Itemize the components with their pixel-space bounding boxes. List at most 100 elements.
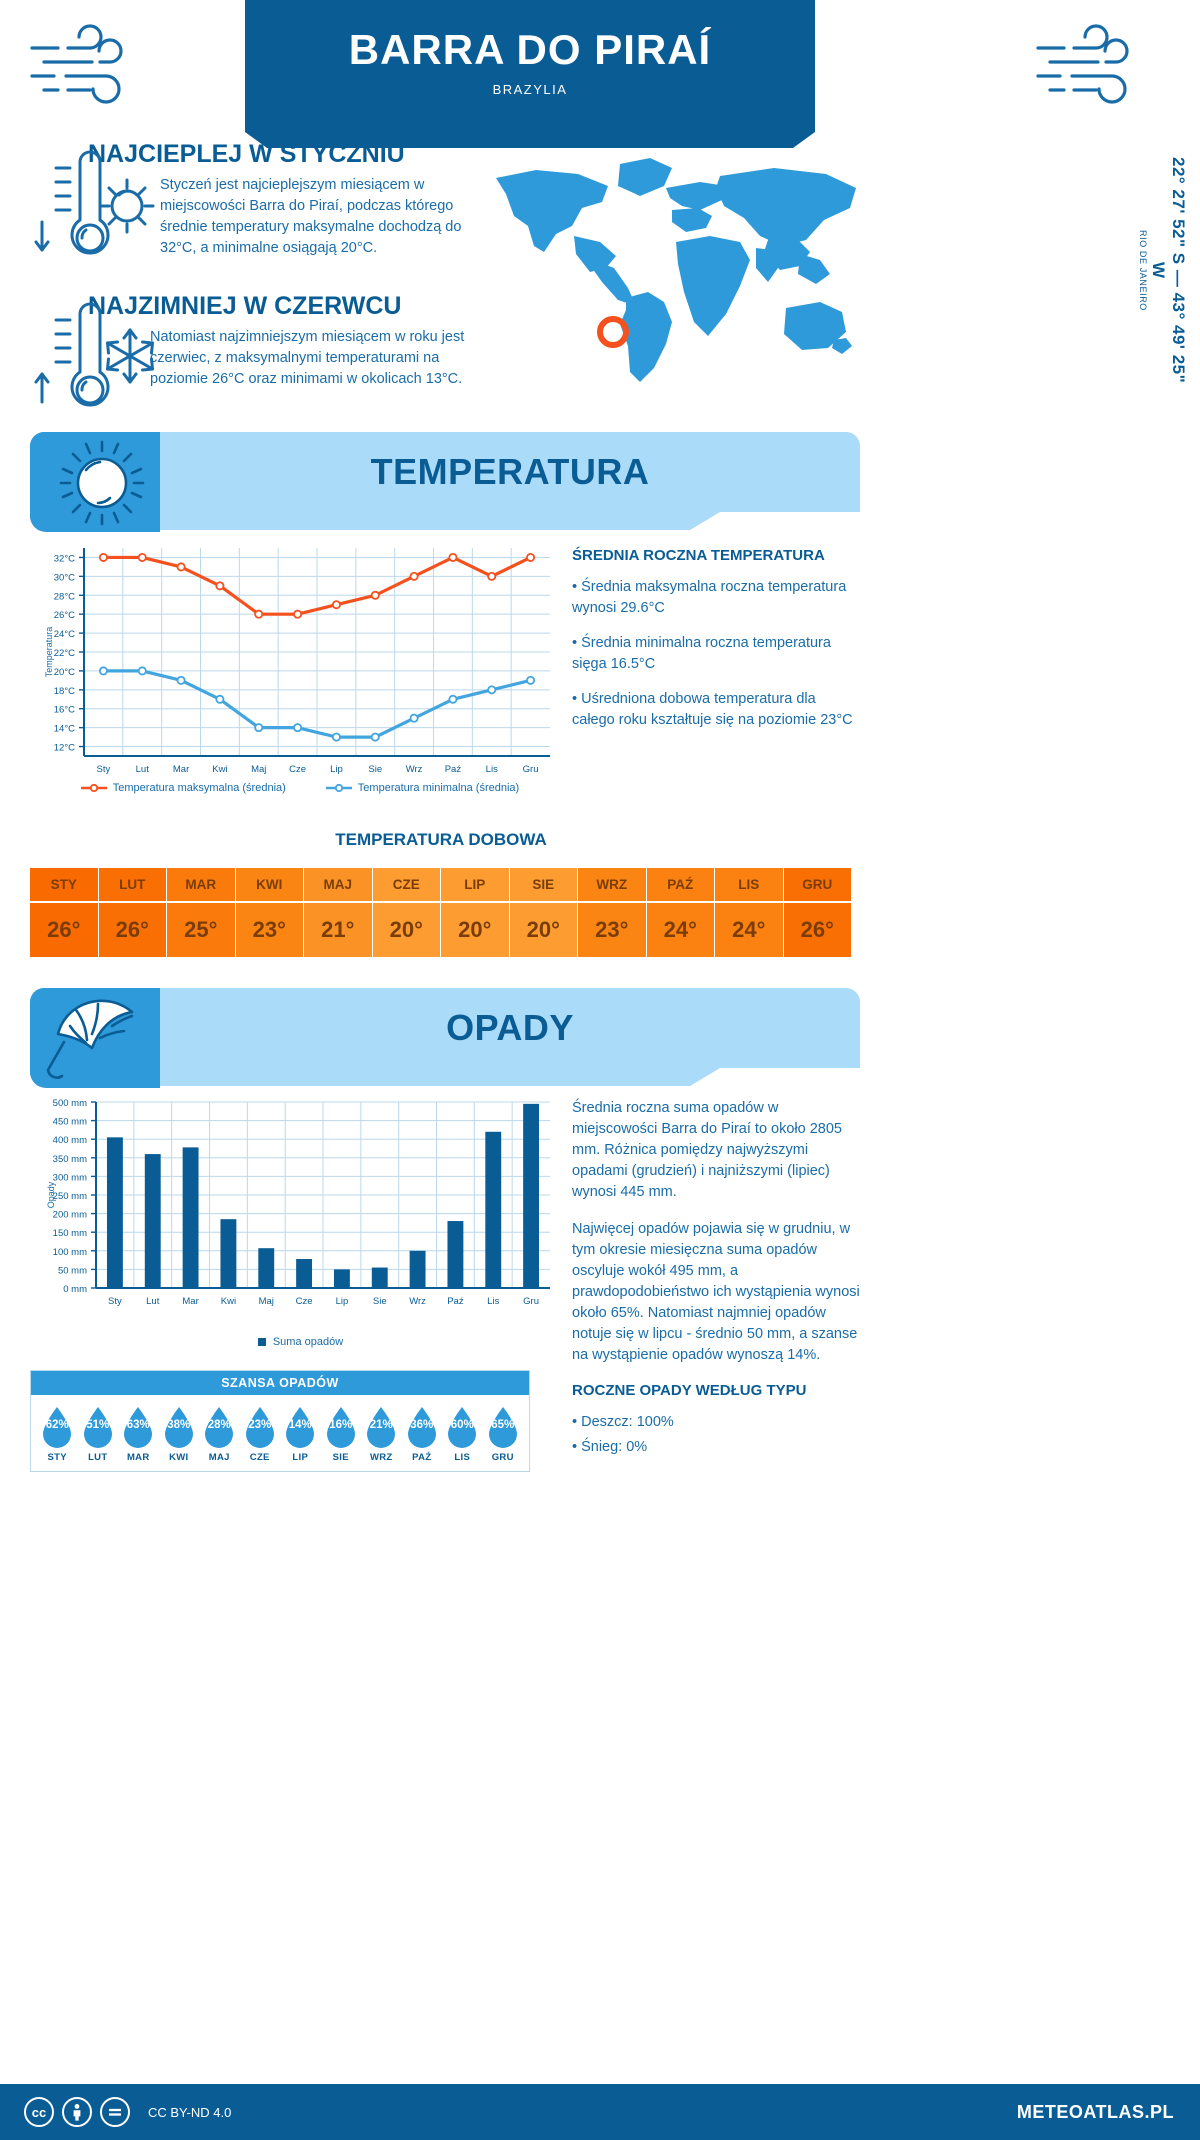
water-drop-icon: 38%	[161, 1405, 197, 1449]
svg-text:Cze: Cze	[289, 764, 306, 775]
water-drop-icon: 60%	[444, 1405, 480, 1449]
svg-text:Lip: Lip	[336, 1296, 349, 1307]
svg-text:Sie: Sie	[373, 1296, 387, 1307]
svg-text:100 mm: 100 mm	[53, 1247, 87, 1258]
page-header: BARRA DO PIRAÍ BRAZYLIA	[0, 0, 1200, 140]
svg-text:18°C: 18°C	[54, 686, 75, 697]
svg-text:Maj: Maj	[259, 1296, 274, 1307]
chance-cell: 62% STY	[37, 1405, 78, 1463]
chance-value: 60%	[450, 1419, 474, 1431]
banner-background	[30, 988, 860, 1068]
header-banner	[245, 0, 815, 132]
table-header-cell: LIP	[441, 868, 510, 901]
page-subtitle: BRAZYLIA	[492, 82, 568, 97]
table-header-cell: WRZ	[578, 868, 647, 901]
chance-month-label: LUT	[88, 1452, 108, 1463]
chance-value: 65%	[491, 1419, 515, 1431]
chance-month-label: GRU	[491, 1452, 514, 1463]
temperature-chart: 12°C 14°C 16°C 18°C 20°C 22°C 24°C 26°C 28°C 30°C…	[40, 538, 560, 808]
summary-item: • Średnia maksymalna roczna temperatura …	[572, 578, 847, 616]
water-drop-icon: 51%	[80, 1405, 116, 1449]
table-header-cell: LIS	[715, 868, 784, 901]
chance-value: 51%	[86, 1419, 110, 1431]
chance-month-label: STY	[47, 1452, 67, 1463]
precipitation-chart: 0 mm 50 mm 100 mm 150 mm 200 mm 250 mm 300 mm 3…	[40, 1092, 560, 1332]
svg-text:300 mm: 300 mm	[53, 1172, 87, 1183]
chance-of-rain-title: SZANSA OPADÓW	[31, 1371, 529, 1395]
chance-month-label: MAR	[126, 1452, 150, 1463]
precipitation-banner: OPADY	[0, 988, 1200, 1088]
svg-text:Maj: Maj	[251, 764, 266, 775]
table-header-cell: MAJ	[304, 868, 373, 901]
precipitation-types: ROCZNE OPADY WEDŁUG TYPU • Deszcz: 100% …	[572, 1380, 862, 1458]
svg-text:400 mm: 400 mm	[53, 1135, 87, 1146]
svg-text:350 mm: 350 mm	[53, 1154, 87, 1165]
water-drop-icon: 65%	[485, 1405, 521, 1449]
svg-text:30°C: 30°C	[54, 572, 75, 583]
thermometer-snowflake-icon	[30, 298, 154, 418]
chance-month-label: MAJ	[208, 1452, 230, 1463]
precipitation-type-item: • Deszcz: 100%	[572, 1413, 674, 1430]
svg-text:16°C: 16°C	[54, 705, 75, 716]
chance-month-label: CZE	[249, 1452, 270, 1463]
table-value-cell: 24°	[646, 901, 715, 957]
svg-text:Kwi: Kwi	[221, 1296, 236, 1307]
legend-item-precip: Suma opadów	[257, 1336, 343, 1348]
page-footer: cc CC BY-ND 4.0 METEOATLAS.PL	[0, 2084, 1200, 2140]
table-header-cell: GRU	[783, 868, 852, 901]
chance-cell: 21% WRZ	[361, 1405, 402, 1463]
table-value-row: 26° 26° 25° 23° 21° 20° 20° 20° 23° 24° 24° 26°	[30, 901, 852, 957]
chance-of-rain-box: SZANSA OPADÓW 62% STY 51% LUT 63% MAR 38% KWI 28…	[30, 1370, 530, 1472]
legend-label: Temperatura maksymalna (średnia)	[112, 782, 286, 794]
table-value-cell: 21°	[304, 901, 373, 957]
license-area: cc CC BY-ND 4.0	[24, 2097, 231, 2127]
chance-value: 36%	[410, 1419, 434, 1431]
coldest-month-text: Natomiast najzimniejszym miesiącem w rok…	[150, 329, 465, 388]
precipitation-type-item: • Śnieg: 0%	[572, 1438, 648, 1455]
table-value-cell: 25°	[167, 901, 236, 957]
sun-icon	[48, 438, 156, 533]
coldest-month-block: NAJZIMNIEJ W CZERWCU Natomiast najzimnie…	[30, 292, 490, 422]
svg-text:Lut: Lut	[136, 764, 150, 775]
coordinates: 22° 27' 52" S — 43° 49' 25" W RIO DE JAN…	[1138, 150, 1188, 390]
table-header-cell: LUT	[98, 868, 167, 901]
table-header-cell: PAŹ	[646, 868, 715, 901]
table-header-cell: CZE	[372, 868, 441, 901]
daily-temperature-table: STY LUT MAR KWI MAJ CZE LIP SIE WRZ PAŹ LIS GRU 26°…	[30, 868, 852, 957]
svg-text:Lut: Lut	[146, 1296, 160, 1307]
legend-label: Suma opadów	[272, 1336, 344, 1348]
brand-label: METEOATLAS.PL	[1016, 2101, 1174, 2122]
svg-text:26°C: 26°C	[54, 610, 75, 621]
table-value-cell: 23°	[235, 901, 304, 957]
svg-text:Lip: Lip	[330, 764, 343, 775]
chance-of-rain-row: 62% STY 51% LUT 63% MAR 38% KWI 28% MAJ 23% CZE 14% L…	[31, 1395, 529, 1471]
svg-text:Wrz: Wrz	[409, 1296, 426, 1307]
svg-text:Sty: Sty	[108, 1296, 122, 1307]
table-header-cell: MAR	[167, 868, 236, 901]
chance-value: 63%	[126, 1419, 150, 1431]
water-drop-icon: 21%	[363, 1405, 399, 1449]
warmest-month-text: Styczeń jest najcieplejszym miesiącem w …	[160, 177, 462, 257]
chance-value: 62%	[45, 1419, 69, 1431]
table-value-cell: 24°	[715, 901, 784, 957]
svg-text:14°C: 14°C	[54, 724, 75, 735]
license-text: CC BY-ND 4.0	[148, 2104, 232, 2120]
temperature-summary-heading: ŚREDNIA ROCZNA TEMPERATURA	[572, 547, 825, 564]
chance-cell: 51% LUT	[78, 1405, 119, 1463]
temperature-summary: ŚREDNIA ROCZNA TEMPERATURA • Średnia mak…	[572, 545, 862, 745]
chance-cell: 28% MAJ	[199, 1405, 240, 1463]
table-header-cell: KWI	[235, 868, 304, 901]
water-drop-icon: 14%	[282, 1405, 318, 1449]
table-value-cell: 26°	[30, 901, 99, 957]
table-header-cell: SIE	[509, 868, 578, 901]
svg-text:Sie: Sie	[368, 764, 382, 775]
svg-text:Gru: Gru	[523, 764, 539, 775]
water-drop-icon: 62%	[39, 1405, 75, 1449]
svg-text:24°C: 24°C	[54, 629, 75, 640]
svg-text:Gru: Gru	[523, 1296, 539, 1307]
table-value-cell: 20°	[441, 901, 510, 957]
chance-month-label: WRZ	[369, 1452, 393, 1463]
table-value-cell: 26°	[98, 901, 167, 957]
svg-text:Wrz: Wrz	[406, 764, 423, 775]
